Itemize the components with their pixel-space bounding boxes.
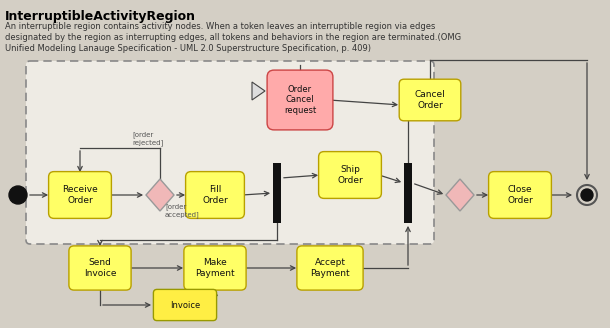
FancyBboxPatch shape [184,246,246,290]
Text: An interruptible region contains activity nodes. When a token leaves an interrup: An interruptible region contains activit… [5,22,436,31]
Bar [273,163,281,223]
Text: Invoice: Invoice [170,300,200,310]
FancyBboxPatch shape [69,246,131,290]
FancyBboxPatch shape [49,172,112,218]
FancyBboxPatch shape [318,152,381,198]
Text: [order
accepted]: [order accepted] [165,203,199,217]
Text: Receive
Order: Receive Order [62,185,98,205]
Polygon shape [446,179,474,211]
Text: Make
Payment: Make Payment [195,258,235,278]
Text: Ship
Order: Ship Order [337,165,363,185]
FancyBboxPatch shape [185,172,245,218]
Circle shape [581,189,593,201]
Text: Fill
Order: Fill Order [202,185,228,205]
Text: Unified Modeling Lanauge Specification - UML 2.0 Superstructure Specification, p: Unified Modeling Lanauge Specification -… [5,44,371,53]
Text: Order
Cancel
request: Order Cancel request [284,85,316,115]
Bar [404,163,412,223]
FancyBboxPatch shape [489,172,551,218]
Text: InterruptibleActivityRegion: InterruptibleActivityRegion [5,10,196,23]
Text: Cancel
Order: Cancel Order [415,90,445,110]
FancyBboxPatch shape [26,61,434,244]
Text: [order
rejected]: [order rejected] [132,132,163,146]
FancyBboxPatch shape [267,70,333,130]
Circle shape [9,186,27,204]
FancyBboxPatch shape [399,79,461,121]
Text: Accept
Payment: Accept Payment [310,258,350,278]
FancyBboxPatch shape [297,246,363,290]
Text: Close
Order: Close Order [507,185,533,205]
Polygon shape [252,82,265,100]
FancyBboxPatch shape [153,289,217,320]
Text: designated by the region as interrupting edges, all tokens and behaviors in the : designated by the region as interrupting… [5,33,461,42]
Text: Send
Invoice: Send Invoice [84,258,117,278]
Polygon shape [146,179,174,211]
